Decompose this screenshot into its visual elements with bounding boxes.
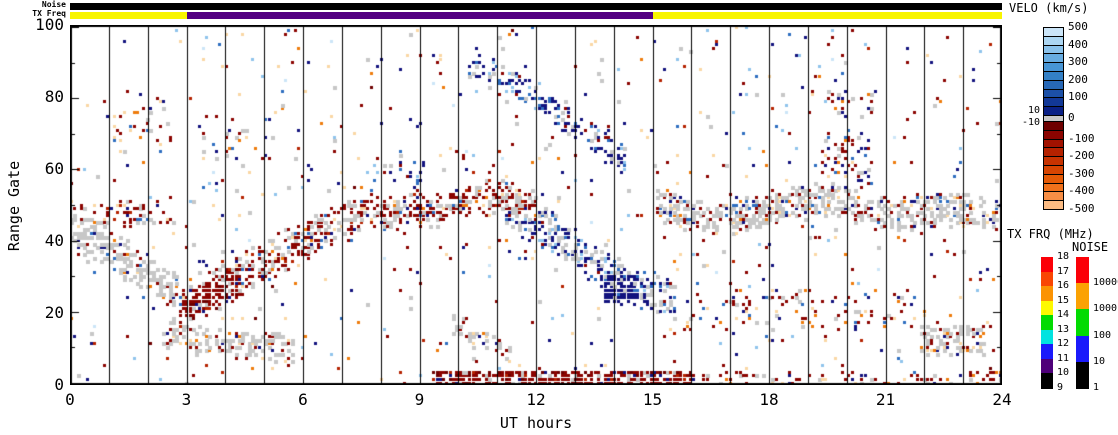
txfrq-colorbar-segment — [1041, 286, 1053, 302]
noise-colorbar — [1076, 257, 1089, 389]
x-tick-label: 3 — [181, 390, 192, 409]
x-tick-label: 24 — [992, 390, 1012, 409]
velocity-colorbar-label: 200 — [1068, 72, 1088, 86]
txfreq-segment — [652, 12, 1002, 19]
velocity-colorbar-label: -400 — [1068, 184, 1095, 198]
txfreq-bar-label: TX Freq — [32, 9, 66, 18]
noise-colorbar-label: 10 — [1093, 355, 1106, 367]
txfrq-colorbar-segment — [1041, 373, 1053, 389]
noise-colorbar-label: 1 — [1093, 382, 1100, 393]
x-tick-label: 0 — [65, 390, 75, 409]
txfrq-colorbar-segment — [1041, 359, 1053, 374]
x-tick-label: 6 — [298, 390, 308, 409]
y-axis-title: Range Gate — [5, 160, 23, 252]
txfrq-colorbar-segment — [1041, 257, 1053, 273]
txfrq-colorbar-label: 10 — [1057, 367, 1070, 379]
txfrq-colorbar-label: 14 — [1057, 309, 1070, 321]
x-tick-label: 12 — [526, 390, 546, 409]
velocity-colorbar-label: 300 — [1068, 55, 1088, 69]
noise-colorbar-segment — [1076, 362, 1089, 389]
groundscatter-threshold-label: -10 — [1021, 117, 1040, 128]
velocity-scatter-canvas — [70, 25, 1002, 385]
x-tick-label: 9 — [414, 390, 425, 409]
noise-colorbar-segment — [1076, 309, 1089, 337]
velocity-legend-title: VELO (km/s) — [1009, 1, 1089, 15]
txfreq-segment — [186, 12, 653, 19]
txfrq-colorbar-label: 11 — [1057, 352, 1070, 364]
txfrq-colorbar-label: 9 — [1057, 382, 1064, 393]
noise-colorbar-label: 100 — [1093, 329, 1112, 341]
velocity-colorbar-label: 400 — [1068, 37, 1088, 51]
groundscatter-threshold-label: 10 — [1027, 105, 1040, 116]
y-tick-label: 100 — [35, 15, 64, 34]
txfrq-colorbar-segment — [1041, 315, 1053, 331]
txfrq-colorbar — [1041, 257, 1053, 389]
noise-bar-label: Noise — [41, 0, 66, 9]
y-tick-label: 20 — [44, 303, 64, 322]
txfrq-colorbar-segment — [1041, 272, 1053, 287]
noise-colorbar-segment — [1076, 336, 1089, 363]
txfrq-colorbar-segment — [1041, 344, 1053, 360]
txfrq-colorbar-label: 16 — [1057, 280, 1070, 292]
velocity-colorbar-label: 500 — [1068, 20, 1088, 33]
y-tick-label: 0 — [54, 375, 64, 394]
velocity-colorbar — [1043, 27, 1064, 211]
noise-legend-title: NOISE — [1072, 240, 1109, 254]
txfrq-colorbar-label: 15 — [1057, 294, 1070, 306]
txfrq-colorbar-segment — [1041, 301, 1053, 316]
x-tick-label: 18 — [759, 390, 779, 409]
y-tick-label: 80 — [44, 87, 64, 106]
rti-plot-area — [70, 25, 1002, 385]
txfrq-colorbar-label: 18 — [1057, 251, 1070, 262]
x-tick-label: 21 — [875, 390, 896, 409]
velocity-colorbar-segment — [1043, 200, 1064, 210]
x-tick-label: 15 — [642, 390, 663, 409]
velocity-colorbar-label: -300 — [1068, 166, 1095, 180]
txfrq-colorbar-label: 17 — [1057, 265, 1070, 277]
txfrq-colorbar-label: 13 — [1057, 323, 1070, 335]
velocity-colorbar-label: -100 — [1068, 131, 1095, 145]
velocity-colorbar-label: 100 — [1068, 90, 1088, 104]
y-tick-label: 40 — [44, 231, 64, 250]
noise-colorbar-segment — [1076, 257, 1089, 284]
noise-status-bar — [70, 3, 1002, 10]
velocity-colorbar-label: -200 — [1068, 149, 1095, 163]
velocity-colorbar-label: -500 — [1068, 202, 1095, 215]
velocity-colorbar-label: 0 — [1068, 111, 1075, 124]
txfreq-segment — [70, 12, 187, 19]
noise-colorbar-segment — [1076, 283, 1089, 310]
noise-colorbar-label: 10000 — [1093, 277, 1118, 289]
y-tick-label: 60 — [44, 159, 64, 178]
txfrq-legend-title: TX FRQ (MHz) — [1007, 227, 1094, 241]
txfreq-status-bar — [70, 12, 1002, 19]
noise-colorbar-label: 1000 — [1093, 303, 1118, 315]
txfrq-colorbar-label: 12 — [1057, 338, 1070, 350]
x-axis-title: UT hours — [499, 414, 573, 432]
txfrq-colorbar-segment — [1041, 330, 1053, 345]
